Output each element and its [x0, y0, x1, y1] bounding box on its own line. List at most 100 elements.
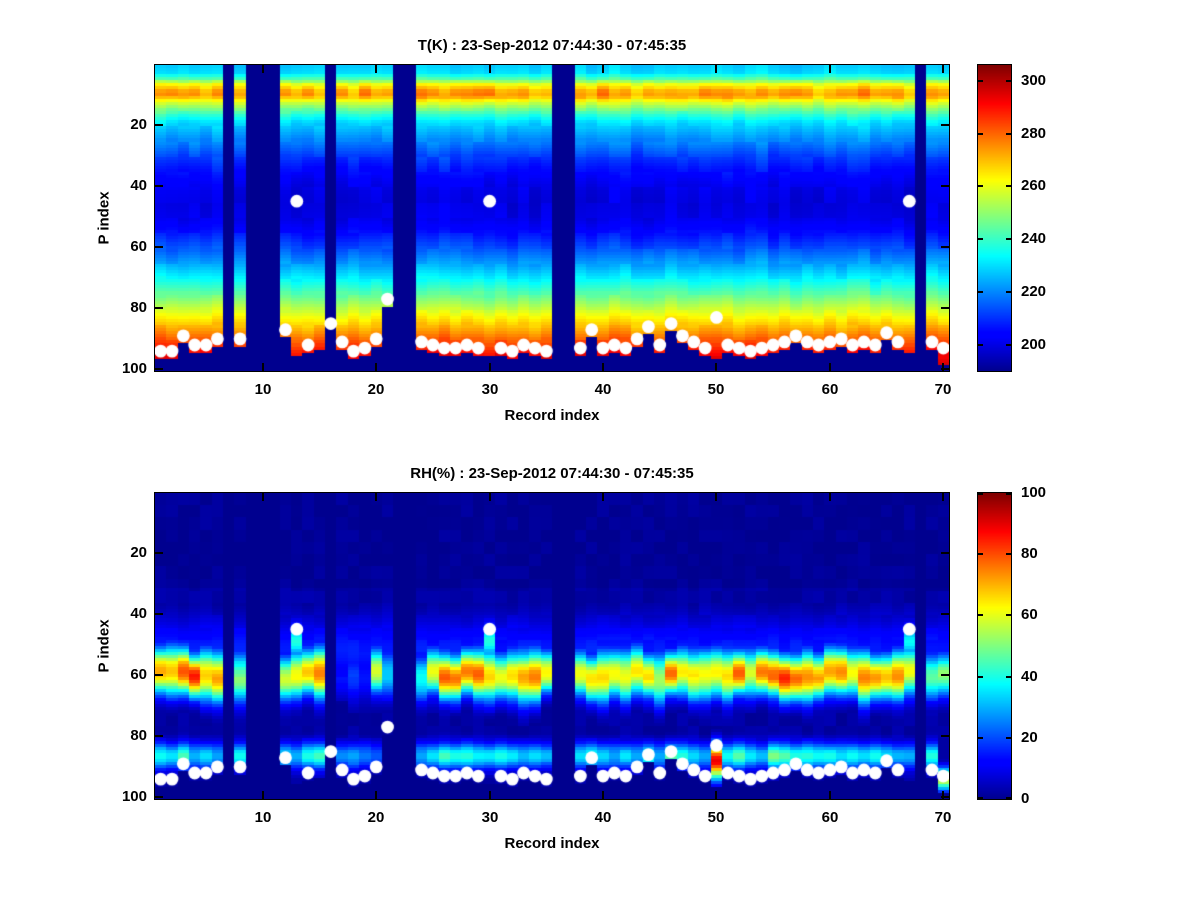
x-tick-label: 30 [481, 381, 499, 398]
temperature-heatmap-canvas [155, 65, 949, 371]
colorbar-tick [978, 185, 983, 187]
humidity-xaxis-label: Record index [504, 835, 600, 852]
y-tick-label: 60 [130, 238, 147, 255]
y-axis-tick [155, 246, 163, 248]
colorbar-tick-label: 60 [1021, 606, 1038, 623]
colorbar-tick [1006, 614, 1011, 616]
colorbar-tick-label: 40 [1021, 668, 1038, 685]
x-axis-tick [489, 65, 491, 73]
colorbar-tick-label: 20 [1021, 729, 1038, 746]
y-tick-label: 100 [121, 788, 147, 805]
colorbar-tick [978, 553, 983, 555]
x-axis-tick [602, 493, 604, 501]
humidity-yaxis-label: P index [95, 619, 113, 673]
x-axis-tick [262, 493, 264, 501]
x-tick-label: 70 [934, 381, 952, 398]
temperature-yaxis-label: P index [95, 191, 113, 245]
colorbar-tick-label: 280 [1021, 125, 1047, 142]
colorbar-tick [1006, 133, 1011, 135]
x-axis-tick [829, 791, 831, 799]
colorbar-tick [978, 493, 983, 495]
y-tick-label: 80 [130, 727, 147, 744]
humidity-chart-title: RH(%) : 23-Sep-2012 07:44:30 - 07:45:35 [410, 465, 694, 482]
y-tick-label: 40 [130, 605, 147, 622]
colorbar-tick [978, 737, 983, 739]
x-axis-tick [715, 65, 717, 73]
colorbar-tick [978, 676, 983, 678]
x-tick-label: 20 [367, 381, 385, 398]
x-axis-tick [942, 65, 944, 73]
temperature-colorbar [977, 64, 1012, 372]
humidity-heatmap-canvas [155, 493, 949, 799]
colorbar-tick-label: 0 [1021, 790, 1030, 807]
colorbar-tick [978, 291, 983, 293]
colorbar-tick-label: 300 [1021, 72, 1047, 89]
y-axis-tick [941, 246, 949, 248]
colorbar-tick [978, 238, 983, 240]
y-axis-tick [941, 674, 949, 676]
x-axis-tick [715, 791, 717, 799]
y-axis-tick [941, 368, 949, 370]
x-tick-label: 20 [367, 809, 385, 826]
temperature-chart-title: T(K) : 23-Sep-2012 07:44:30 - 07:45:35 [417, 37, 687, 54]
x-axis-tick [262, 791, 264, 799]
humidity-colorbar-canvas [978, 493, 1011, 799]
y-axis-tick [941, 124, 949, 126]
colorbar-tick [978, 344, 983, 346]
colorbar-tick [1006, 185, 1011, 187]
y-tick-label: 20 [130, 116, 147, 133]
y-axis-tick [941, 796, 949, 798]
colorbar-tick [978, 614, 983, 616]
temperature-axes [154, 64, 950, 372]
y-axis-tick [155, 735, 163, 737]
x-axis-tick [715, 493, 717, 501]
colorbar-tick [978, 133, 983, 135]
x-tick-label: 70 [934, 809, 952, 826]
colorbar-tick [1006, 344, 1011, 346]
colorbar-tick [1006, 291, 1011, 293]
temperature-xaxis-label: Record index [504, 407, 600, 424]
y-axis-tick [155, 674, 163, 676]
x-axis-tick [262, 363, 264, 371]
colorbar-tick [1006, 80, 1011, 82]
colorbar-tick [1006, 493, 1011, 495]
x-axis-tick [375, 791, 377, 799]
x-axis-tick [602, 363, 604, 371]
y-axis-tick [941, 185, 949, 187]
y-axis-tick [155, 368, 163, 370]
y-axis-tick [941, 307, 949, 309]
x-axis-tick [942, 363, 944, 371]
y-axis-tick [155, 185, 163, 187]
x-axis-tick [375, 493, 377, 501]
colorbar-tick-label: 220 [1021, 283, 1047, 300]
x-axis-tick [375, 65, 377, 73]
x-axis-tick [489, 493, 491, 501]
y-tick-label: 80 [130, 299, 147, 316]
x-axis-tick [942, 791, 944, 799]
x-tick-label: 10 [254, 809, 272, 826]
colorbar-tick [1006, 676, 1011, 678]
x-axis-tick [829, 363, 831, 371]
y-tick-label: 100 [121, 360, 147, 377]
colorbar-tick [1006, 238, 1011, 240]
y-axis-tick [941, 613, 949, 615]
colorbar-tick [978, 80, 983, 82]
humidity-axes [154, 492, 950, 800]
colorbar-tick [1006, 797, 1011, 799]
x-axis-tick [489, 363, 491, 371]
x-axis-tick [375, 363, 377, 371]
y-axis-tick [155, 552, 163, 554]
x-axis-tick [602, 791, 604, 799]
x-axis-tick [262, 65, 264, 73]
x-tick-label: 50 [707, 381, 725, 398]
x-axis-tick [829, 493, 831, 501]
x-tick-label: 40 [594, 381, 612, 398]
y-tick-label: 20 [130, 544, 147, 561]
x-tick-label: 60 [821, 381, 839, 398]
x-axis-tick [942, 493, 944, 501]
x-tick-label: 40 [594, 809, 612, 826]
y-axis-tick [155, 307, 163, 309]
x-axis-tick [602, 65, 604, 73]
x-tick-label: 50 [707, 809, 725, 826]
